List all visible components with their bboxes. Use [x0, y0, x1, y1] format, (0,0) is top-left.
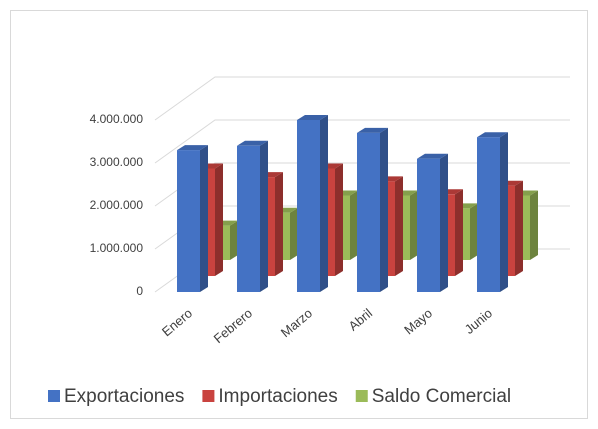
bar-front: [417, 158, 440, 292]
legend-swatch: [202, 390, 215, 402]
bar-side: [515, 180, 523, 276]
bar-top: [297, 115, 328, 120]
bar: [357, 127, 388, 293]
bar: [477, 132, 508, 292]
bar-side: [320, 115, 328, 292]
bar-side: [380, 127, 388, 293]
bar-side: [230, 220, 238, 260]
y-tick-label: 1.000.000: [90, 241, 144, 255]
bar-top: [477, 132, 508, 138]
bar-side: [455, 189, 463, 276]
bar-top: [357, 127, 388, 133]
bar-side: [335, 163, 343, 276]
bar-front: [237, 145, 260, 292]
bar-side: [395, 176, 403, 276]
grid-line: [154, 119, 570, 164]
legend-label: Exportaciones: [64, 386, 184, 407]
legend-label: Importaciones: [218, 386, 337, 407]
bar: [177, 145, 208, 292]
bar-side: [470, 203, 478, 260]
bar-side: [260, 140, 268, 292]
bar-side: [410, 190, 418, 260]
legend-swatch: [48, 390, 60, 402]
bar-side: [530, 190, 538, 260]
bar-side: [200, 145, 208, 292]
bar-side: [215, 163, 223, 276]
bar-side: [500, 132, 508, 292]
y-tick-label: 4.000.000: [90, 112, 144, 126]
bar: [237, 140, 268, 292]
bar-side: [275, 172, 283, 276]
bar-front: [357, 132, 380, 292]
y-tick-label: 0: [136, 284, 143, 298]
y-tick-label: 2.000.000: [90, 198, 144, 212]
bar-top: [177, 145, 208, 151]
bar: [417, 153, 448, 292]
grid-line: [154, 76, 570, 121]
bar-front: [297, 120, 320, 292]
bar-top: [417, 153, 448, 159]
bar-front: [177, 150, 200, 292]
bar: [297, 115, 328, 292]
grid-line: [154, 162, 570, 207]
bar-top: [237, 140, 268, 146]
bar-side: [350, 190, 358, 260]
legend-label: Saldo Comercial: [372, 386, 511, 407]
bar-side: [290, 207, 298, 260]
bar-side: [440, 153, 448, 292]
legend-swatch: [355, 390, 368, 402]
y-tick-label: 3.000.000: [90, 155, 144, 169]
bar-front: [477, 137, 500, 292]
